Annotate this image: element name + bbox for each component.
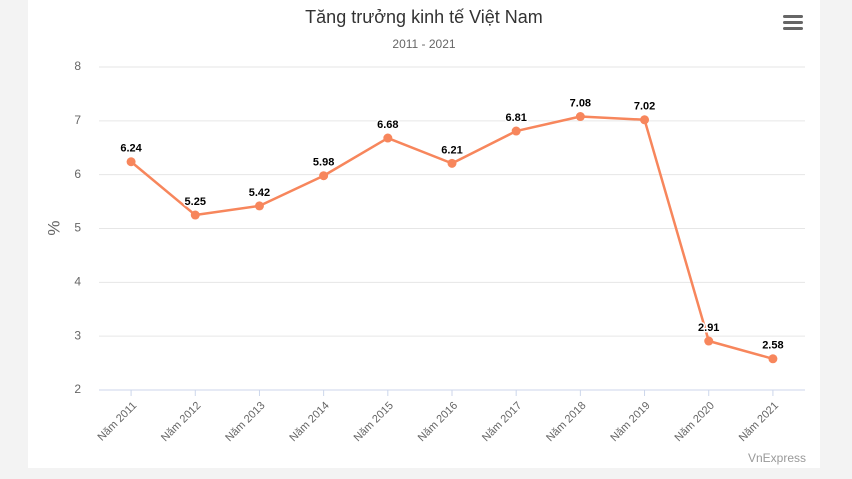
y-tick-label: 2 — [74, 382, 81, 396]
point — [254, 201, 264, 211]
point — [126, 157, 136, 167]
value-label: 6.21 — [441, 144, 462, 156]
value-label: 5.42 — [249, 187, 270, 199]
value-label: 6.24 — [120, 143, 142, 155]
point — [511, 126, 521, 136]
y-tick-label: 5 — [74, 221, 81, 235]
point — [640, 115, 650, 125]
chart-subtitle: 2011 - 2021 — [392, 37, 455, 51]
y-axis-label: % — [44, 220, 63, 235]
value-label: 2.91 — [698, 322, 719, 334]
value-label: 6.68 — [377, 119, 398, 131]
chart-title: Tăng trưởng kinh tế Việt Nam — [305, 7, 543, 27]
point — [575, 112, 585, 122]
point — [704, 336, 714, 346]
point — [768, 354, 778, 364]
menu-bar — [783, 21, 803, 24]
value-label: 7.02 — [634, 101, 655, 113]
y-tick-label: 7 — [74, 113, 81, 127]
value-label: 5.25 — [185, 196, 206, 208]
menu-bar — [783, 15, 803, 18]
chart-background — [28, 0, 820, 468]
point — [447, 158, 457, 168]
value-label: 7.08 — [570, 97, 591, 109]
menu-button[interactable] — [783, 15, 803, 30]
y-tick-label: 3 — [74, 328, 81, 342]
point — [319, 171, 329, 181]
credits: VnExpress — [748, 451, 806, 465]
y-tick-label: 4 — [74, 275, 81, 289]
point — [190, 210, 200, 220]
value-label: 2.58 — [762, 340, 783, 352]
y-tick-label: 8 — [74, 59, 81, 73]
menu-bar — [783, 27, 803, 30]
point — [383, 133, 393, 143]
value-label: 5.98 — [313, 157, 334, 169]
y-tick-label: 6 — [74, 167, 81, 181]
value-label: 6.81 — [505, 112, 526, 124]
